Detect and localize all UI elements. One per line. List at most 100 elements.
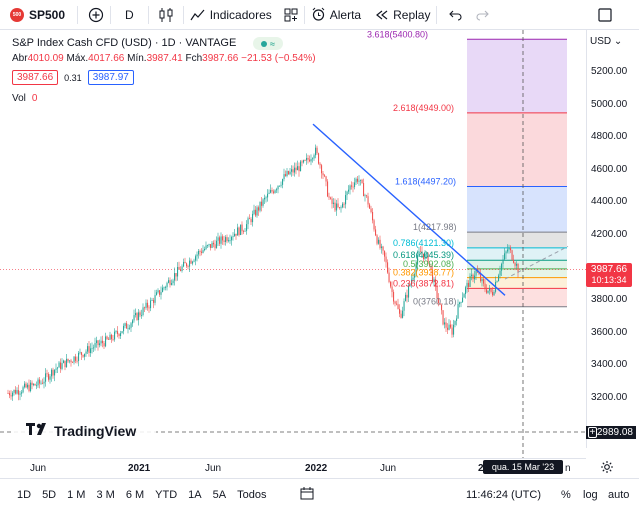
- range-button[interactable]: Todos: [237, 488, 267, 501]
- price-chart[interactable]: 3.618(5400.80) 2.618(4949.00) 1.618(4497.2…: [0, 30, 586, 458]
- candle-body: [370, 208, 372, 213]
- candle-body: [202, 250, 204, 253]
- last-price-label: 3987.66 10:13:34: [586, 263, 632, 287]
- candle-body: [145, 302, 147, 308]
- range-button[interactable]: 3 M: [96, 488, 115, 501]
- candles-icon: [159, 7, 173, 22]
- candle-body: [10, 395, 12, 397]
- candle-body: [76, 360, 78, 362]
- candle-body: [34, 383, 36, 386]
- candle-body: [127, 328, 129, 330]
- date-range-group: 1D 5D 1 M 3 M 6 M YTD 1A 5A Todos: [0, 489, 266, 501]
- price-tick-label: 4200.00: [591, 229, 628, 240]
- candle-body: [265, 197, 267, 199]
- auto-toggle[interactable]: auto: [608, 488, 630, 501]
- candle-body: [139, 312, 141, 316]
- range-button[interactable]: 5A: [212, 488, 227, 501]
- date-range-picker-button[interactable]: [300, 486, 314, 503]
- candle-body: [306, 157, 308, 161]
- clock-label[interactable]: 11:46:24 (UTC): [466, 488, 541, 501]
- candle-body: [112, 339, 114, 340]
- candle-body: [268, 192, 270, 194]
- settings-button[interactable]: [600, 460, 614, 479]
- interval-button[interactable]: D: [117, 0, 142, 30]
- percent-toggle[interactable]: %: [561, 488, 571, 501]
- grid-layout-icon: [284, 8, 298, 21]
- tradingview-watermark[interactable]: TradingView: [14, 412, 156, 450]
- layouts-button[interactable]: [284, 0, 298, 30]
- symbol-search[interactable]: 500 SP500: [0, 0, 65, 30]
- candle-body: [363, 183, 365, 197]
- candle-body: [328, 196, 330, 198]
- sell-price-button[interactable]: 3987.66: [12, 70, 59, 85]
- log-toggle[interactable]: log: [583, 488, 598, 501]
- candle-body: [7, 393, 9, 394]
- candle-body: [273, 191, 275, 193]
- add-alert-icon[interactable]: +: [588, 427, 597, 438]
- candle-body: [412, 277, 414, 280]
- candle-body: [475, 269, 477, 276]
- candle-body: [313, 155, 315, 159]
- candle-body: [324, 175, 326, 177]
- candle-body: [205, 245, 207, 249]
- candle-body: [177, 266, 179, 277]
- price-tick-label: 4800.00: [591, 131, 628, 143]
- redo-button[interactable]: [469, 0, 495, 30]
- candle-body: [151, 300, 153, 301]
- candle-body: [135, 313, 137, 316]
- candle-body: [103, 343, 105, 347]
- bid-ask-row: 3987.66 0.31 3987.97: [12, 70, 134, 85]
- range-button[interactable]: 5D: [42, 488, 57, 501]
- candle-body: [469, 275, 471, 287]
- candle-body: [210, 244, 212, 248]
- candle-body: [468, 282, 470, 287]
- compare-button[interactable]: [88, 0, 104, 30]
- alert-button[interactable]: Alerta: [311, 0, 361, 30]
- candle-body: [427, 253, 429, 264]
- candle-body: [211, 242, 213, 248]
- divider: [303, 5, 305, 24]
- range-button[interactable]: 1A: [188, 488, 202, 501]
- time-scale[interactable]: [0, 458, 586, 478]
- candle-body: [384, 250, 386, 257]
- market-status-badge: ≈: [253, 37, 283, 50]
- candle-body: [166, 282, 168, 288]
- candle-body: [279, 185, 281, 187]
- chart-type-button[interactable]: [155, 0, 177, 30]
- range-button[interactable]: 1 M: [67, 488, 86, 501]
- replay-button[interactable]: Replay: [375, 0, 430, 30]
- candle-body: [345, 195, 347, 205]
- high-label: Máx.: [66, 53, 89, 64]
- price-scale[interactable]: [586, 30, 639, 448]
- candle-body: [121, 331, 123, 334]
- candle-body: [60, 362, 62, 369]
- candle-body: [57, 367, 59, 369]
- buy-price-button[interactable]: 3987.97: [87, 70, 134, 85]
- candle-body: [45, 373, 47, 382]
- price-tick-label: 4400.00: [591, 196, 628, 208]
- range-button[interactable]: YTD: [155, 488, 178, 501]
- calendar-range-icon: [300, 486, 314, 499]
- last-price-value: 3987.66: [590, 264, 628, 275]
- indicators-button[interactable]: Indicadores: [190, 0, 272, 30]
- candle-body: [327, 181, 329, 197]
- countdown-value: 10:13:34: [591, 275, 627, 285]
- candle-body: [99, 343, 101, 346]
- fib-zone: [467, 268, 567, 278]
- candle-body: [58, 362, 60, 368]
- candle-body: [105, 336, 107, 347]
- candle-body: [226, 237, 228, 242]
- undo-button[interactable]: [443, 0, 469, 30]
- volume-legend: Vol 0: [12, 93, 37, 104]
- candle-body: [430, 265, 432, 270]
- candle-body: [250, 218, 252, 223]
- candle-body: [9, 393, 11, 396]
- fullscreen-button[interactable]: [598, 0, 612, 30]
- range-button[interactable]: 6 M: [125, 488, 145, 501]
- candle-body: [55, 368, 57, 370]
- candle-body: [390, 281, 392, 287]
- candle-body: [81, 352, 83, 355]
- range-button[interactable]: 1D: [17, 488, 32, 501]
- alarm-clock-icon: [312, 7, 325, 21]
- currency-selector[interactable]: USD ⌄: [590, 36, 622, 47]
